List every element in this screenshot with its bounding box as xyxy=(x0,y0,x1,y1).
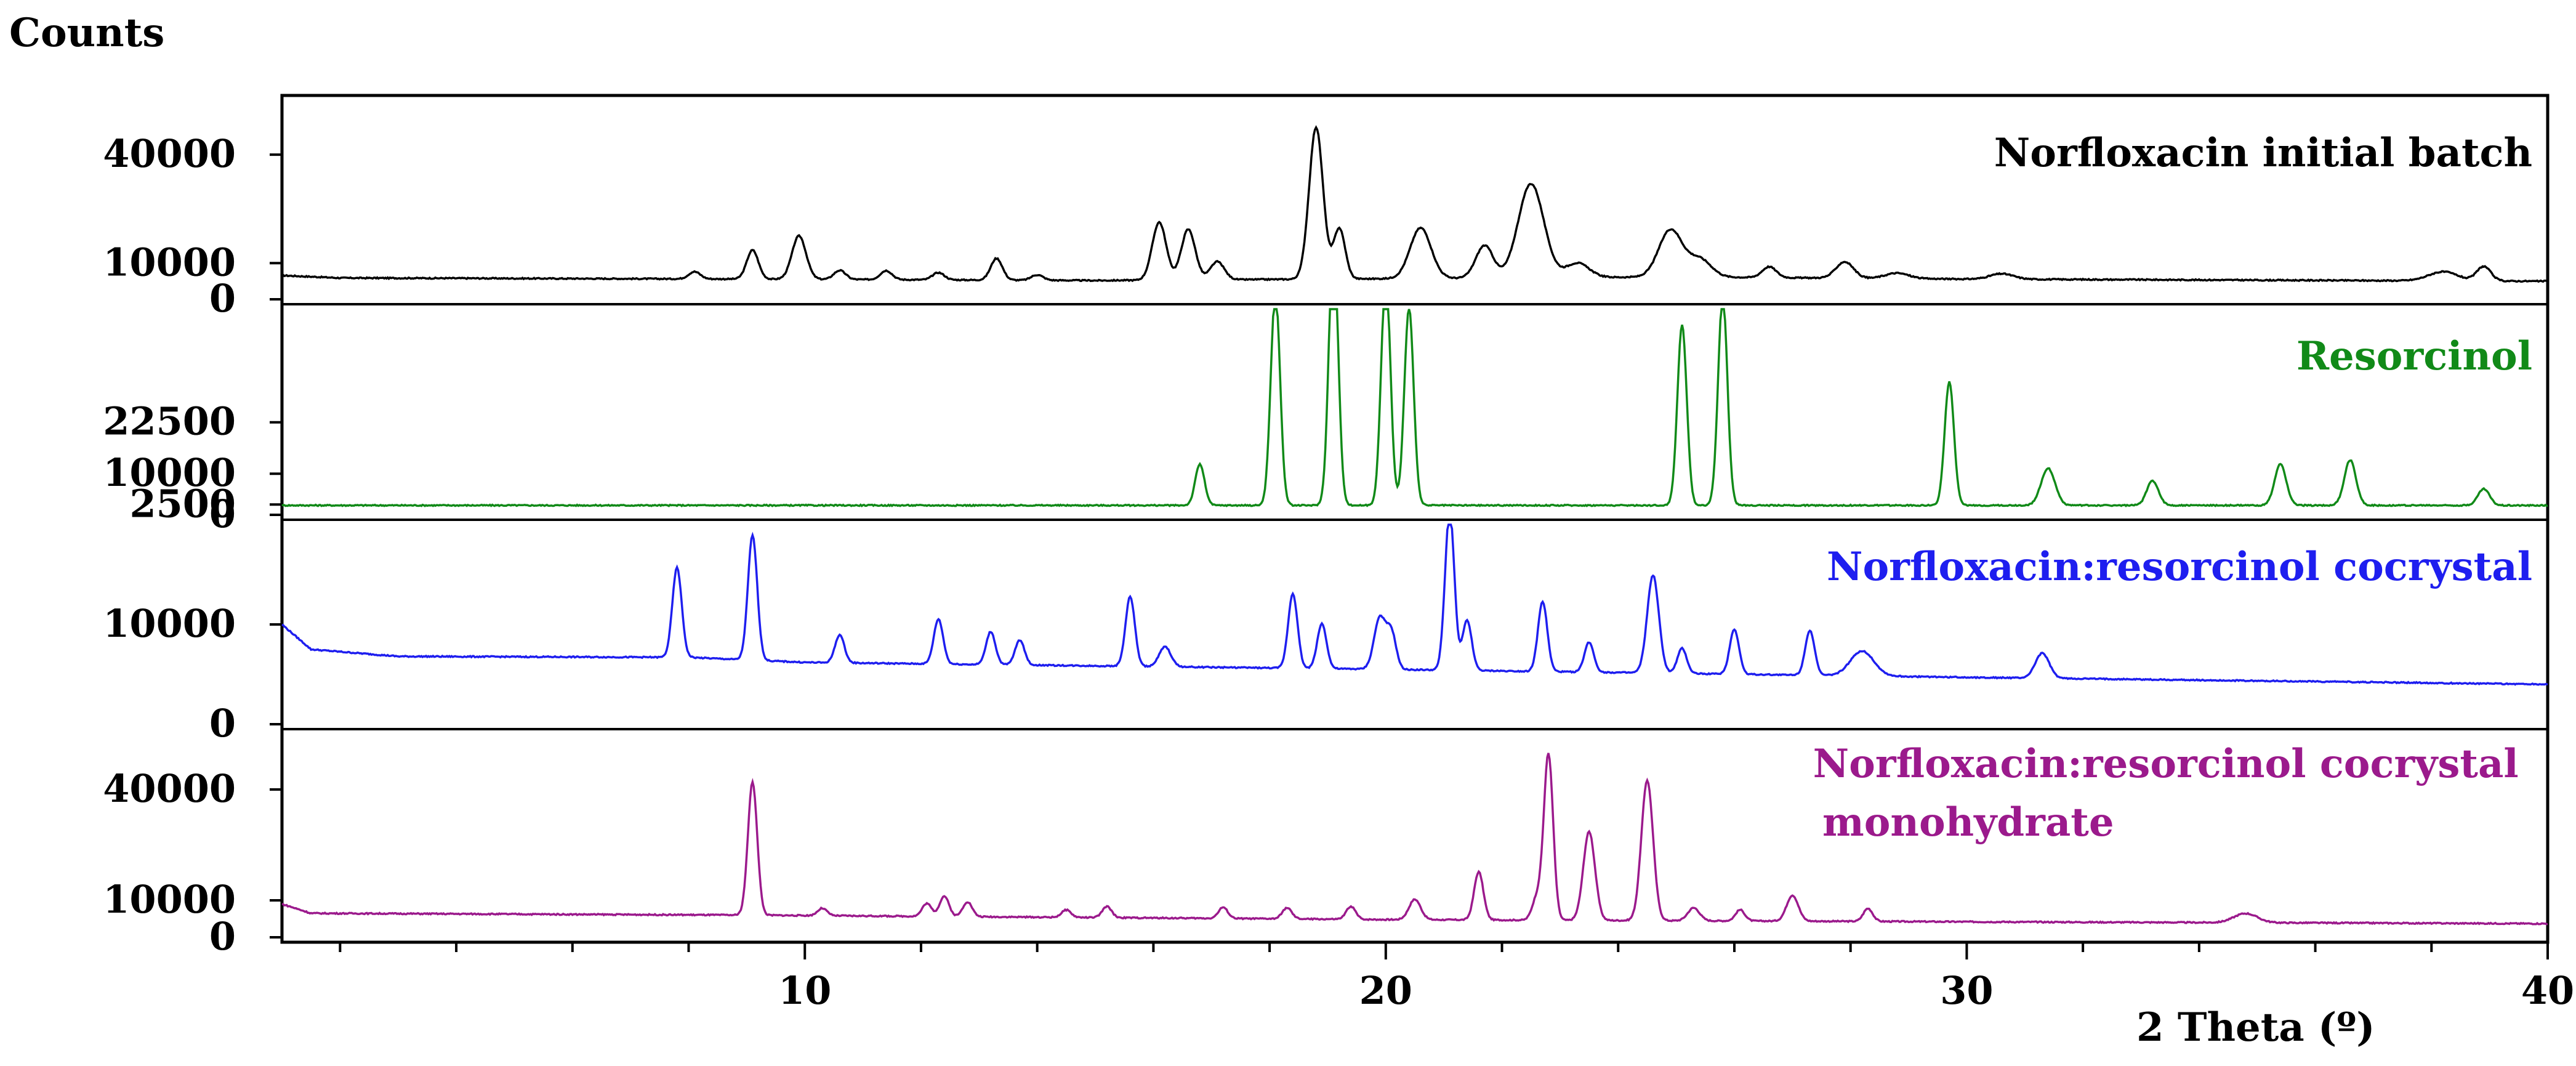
series-label-line-2: monohydrate xyxy=(1822,799,2114,846)
series-label-norfloxacin: Norfloxacin initial batch xyxy=(1994,130,2532,176)
series-label-cocrystal: Norfloxacin:resorcinol cocrystal xyxy=(1827,544,2532,590)
y-tick-label: 0 xyxy=(209,276,236,321)
y-tick-label: 0 xyxy=(209,701,236,746)
y-tick-label: 22500 xyxy=(103,399,236,444)
y-tick-label: 40000 xyxy=(103,131,236,176)
series-label-resorcinol: Resorcinol xyxy=(2296,333,2532,379)
y-tick-label: 10000 xyxy=(103,601,236,646)
series-label-cocrystal-monohydrate: Norfloxacin:resorcinol cocrystal monohyd… xyxy=(1813,741,2532,846)
panel-cocrystal: 0 10000 Norfloxacin:resorcinol cocrystal xyxy=(103,523,2548,746)
y-axis-cocrystal: 0 10000 xyxy=(103,601,282,746)
y-axis-title: Counts xyxy=(9,10,164,56)
x-axis: 10 20 30 40 xyxy=(339,942,2574,1013)
plot-frame xyxy=(280,94,2550,944)
x-tick-label: 20 xyxy=(1359,968,1412,1013)
y-tick-label: 0 xyxy=(209,914,236,959)
y-tick-label: 10000 xyxy=(103,240,236,285)
x-tick-label: 30 xyxy=(1940,968,1993,1013)
series-label-line-1: Norfloxacin:resorcinol cocrystal xyxy=(1813,741,2519,787)
x-tick-label: 40 xyxy=(2521,968,2574,1013)
series-line-cocrystal-monohydrate xyxy=(281,753,2548,926)
series-line-cocrystal xyxy=(281,523,2548,686)
y-tick-label: 0 xyxy=(209,491,236,536)
x-tick-label: 10 xyxy=(778,968,831,1013)
series-line-resorcinol xyxy=(281,308,2548,507)
y-tick-label: 10000 xyxy=(103,450,236,495)
x-axis-title: 2 Theta (º) xyxy=(2136,1004,2375,1051)
y-tick-label: 10000 xyxy=(103,877,236,922)
y-tick-label: 2500 xyxy=(129,481,236,526)
series-line-norfloxacin xyxy=(282,125,2548,283)
y-tick-label: 40000 xyxy=(103,766,236,811)
